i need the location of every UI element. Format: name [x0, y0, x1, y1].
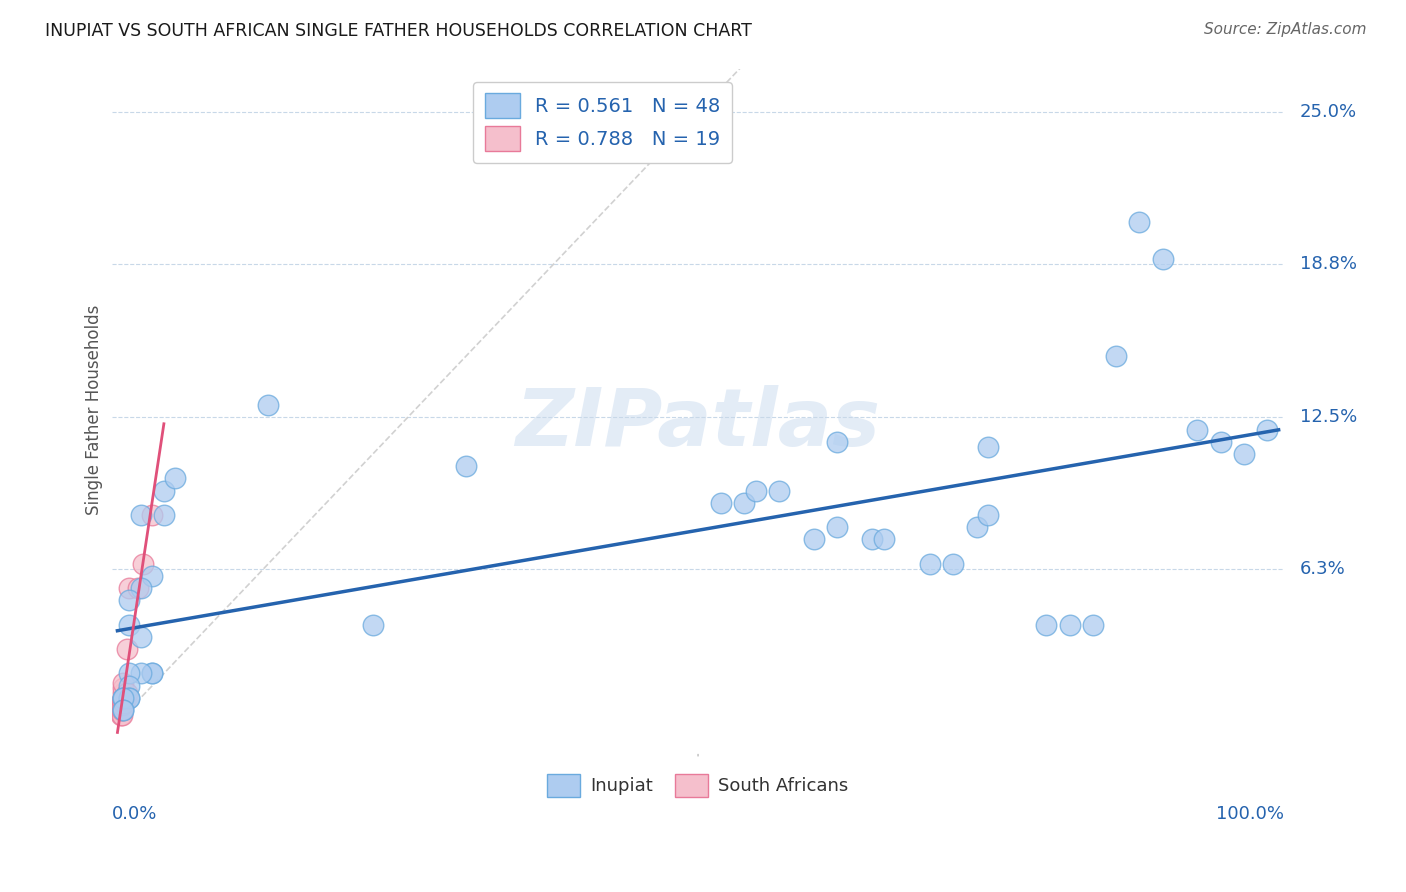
Point [977, 508, 1000, 522]
Point [966, 520, 988, 534]
Point [1209, 434, 1232, 449]
Point [129, 630, 152, 644]
Point [745, 483, 768, 498]
Text: 12.5%: 12.5% [1299, 409, 1357, 426]
Point [112, 686, 135, 700]
Point [827, 434, 849, 449]
Point [141, 508, 163, 522]
Text: Source: ZipAtlas.com: Source: ZipAtlas.com [1204, 22, 1367, 37]
Point [111, 693, 134, 707]
Point [920, 557, 942, 571]
Point [977, 440, 1000, 454]
Point [114, 690, 136, 705]
Point [112, 690, 135, 705]
Point [118, 666, 141, 681]
Point [1187, 423, 1209, 437]
Point [115, 642, 138, 657]
Point [112, 676, 135, 690]
Text: 0.0%: 0.0% [111, 805, 157, 823]
Point [115, 686, 138, 700]
Point [1128, 215, 1150, 229]
Point [165, 471, 187, 485]
Point [257, 398, 280, 412]
Point [734, 496, 756, 510]
Point [141, 666, 163, 681]
Point [118, 690, 141, 705]
Point [112, 696, 135, 710]
Legend: Inupiat, South Africans: Inupiat, South Africans [540, 766, 856, 804]
Point [141, 569, 163, 583]
Point [129, 581, 152, 595]
Point [110, 698, 132, 713]
Text: 6.3%: 6.3% [1299, 559, 1346, 577]
Text: ZIPatlas: ZIPatlas [516, 384, 880, 463]
Point [110, 707, 132, 722]
Point [1035, 617, 1057, 632]
Point [1081, 617, 1104, 632]
Point [827, 520, 849, 534]
Point [110, 703, 132, 717]
Point [860, 533, 883, 547]
Point [141, 666, 163, 681]
Point [710, 496, 733, 510]
Point [111, 707, 134, 722]
Point [129, 508, 152, 522]
Point [361, 617, 384, 632]
Point [118, 617, 141, 632]
Point [1256, 423, 1278, 437]
Text: 25.0%: 25.0% [1299, 103, 1357, 121]
Point [111, 703, 134, 717]
Point [1059, 617, 1081, 632]
Point [118, 690, 141, 705]
Point [127, 581, 149, 595]
Point [873, 533, 896, 547]
Point [1152, 252, 1174, 266]
Point [129, 666, 152, 681]
Point [112, 690, 135, 705]
Point [768, 483, 790, 498]
Point [112, 703, 135, 717]
Y-axis label: Single Father Households: Single Father Households [86, 305, 103, 516]
Point [803, 533, 825, 547]
Point [153, 483, 176, 498]
Point [112, 703, 135, 717]
Point [112, 690, 135, 705]
Point [111, 698, 134, 713]
Point [112, 681, 135, 695]
Point [1105, 349, 1128, 363]
Point [942, 557, 965, 571]
Point [118, 679, 141, 693]
Point [153, 508, 176, 522]
Text: 100.0%: 100.0% [1216, 805, 1285, 823]
Text: 18.8%: 18.8% [1299, 254, 1357, 273]
Point [454, 459, 477, 474]
Text: INUPIAT VS SOUTH AFRICAN SINGLE FATHER HOUSEHOLDS CORRELATION CHART: INUPIAT VS SOUTH AFRICAN SINGLE FATHER H… [45, 22, 752, 40]
Point [1233, 447, 1256, 461]
Point [118, 581, 141, 595]
Point [118, 593, 141, 607]
Point [112, 690, 135, 705]
Point [132, 557, 155, 571]
